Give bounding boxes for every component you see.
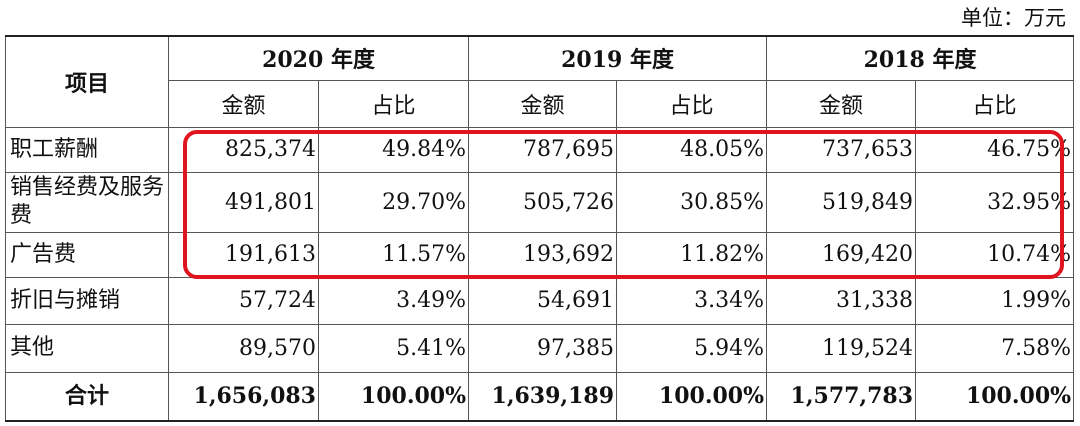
cell-ratio: 3.49% [317,276,470,325]
row-label: 广告费 [5,231,169,278]
cell-amount: 54,691 [468,276,618,325]
table-row: 职工薪酬 825,374 49.84% 787,695 48.05% 737,6… [5,126,1075,173]
row-label: 折旧与摊销 [5,276,169,325]
year-header-2020: 2020 年度 [167,35,470,81]
cell-amount: 737,653 [766,126,917,173]
row-label: 其他 [5,323,169,373]
ratio-header: 占比 [616,79,768,128]
cell-ratio: 11.82% [616,231,768,278]
cell-amount: 1,639,189 [468,371,618,422]
table-row: 其他 89,570 5.41% 97,385 5.94% 119,524 7.5… [5,323,1075,373]
cell-ratio: 48.05% [616,126,768,173]
cell-ratio: 100.00% [317,371,470,422]
cell-amount: 97,385 [468,323,618,373]
year-header-2018: 2018 年度 [766,35,1075,81]
cell-ratio: 49.84% [317,126,470,173]
amount-header: 金额 [766,79,917,128]
amount-header: 金额 [168,79,319,128]
cell-ratio: 3.34% [616,276,768,325]
table-row: 广告费 191,613 11.57% 193,692 11.82% 169,42… [5,231,1075,278]
cell-ratio: 30.85% [616,171,768,233]
cell-ratio: 1.99% [915,276,1075,325]
cell-amount: 1,656,083 [168,371,319,422]
expense-table: 项目 2020 年度 2019 年度 2018 年度 金额 占比 金额 占比 金… [5,35,1075,422]
cell-amount: 89,570 [168,323,319,373]
cell-amount: 491,801 [168,171,319,233]
table-row: 销售经费及服务费 491,801 29.70% 505,726 30.85% 5… [5,171,1075,233]
cell-amount: 169,420 [766,231,917,278]
cell-amount: 119,524 [766,323,917,373]
ratio-header: 占比 [915,79,1075,128]
unit-label: 单位：万元 [961,6,1066,30]
row-label: 销售经费及服务费 [5,171,169,233]
cell-amount: 1,577,783 [766,371,917,422]
cell-ratio: 100.00% [915,371,1075,422]
total-label: 合计 [5,371,169,422]
cell-amount: 57,724 [168,276,319,325]
cell-ratio: 7.58% [915,323,1075,373]
table-row: 折旧与摊销 57,724 3.49% 54,691 3.34% 31,338 1… [5,276,1075,325]
ratio-header: 占比 [317,79,470,128]
cell-ratio: 5.41% [317,323,470,373]
cell-amount: 31,338 [766,276,917,325]
cell-amount: 193,692 [468,231,618,278]
item-header: 项目 [5,35,169,128]
cell-amount: 505,726 [468,171,618,233]
cell-ratio: 100.00% [616,371,768,422]
cell-amount: 787,695 [468,126,618,173]
cell-amount: 519,849 [766,171,917,233]
cell-ratio: 29.70% [317,171,470,233]
row-label: 职工薪酬 [5,126,169,173]
amount-header: 金额 [468,79,618,128]
cell-ratio: 11.57% [317,231,470,278]
cell-ratio: 32.95% [915,171,1075,233]
total-row: 合计 1,656,083 100.00% 1,639,189 100.00% 1… [5,371,1075,422]
cell-ratio: 5.94% [616,323,768,373]
year-header-2019: 2019 年度 [468,35,768,81]
cell-ratio: 46.75% [915,126,1075,173]
cell-amount: 191,613 [168,231,319,278]
cell-amount: 825,374 [168,126,319,173]
cell-ratio: 10.74% [915,231,1075,278]
